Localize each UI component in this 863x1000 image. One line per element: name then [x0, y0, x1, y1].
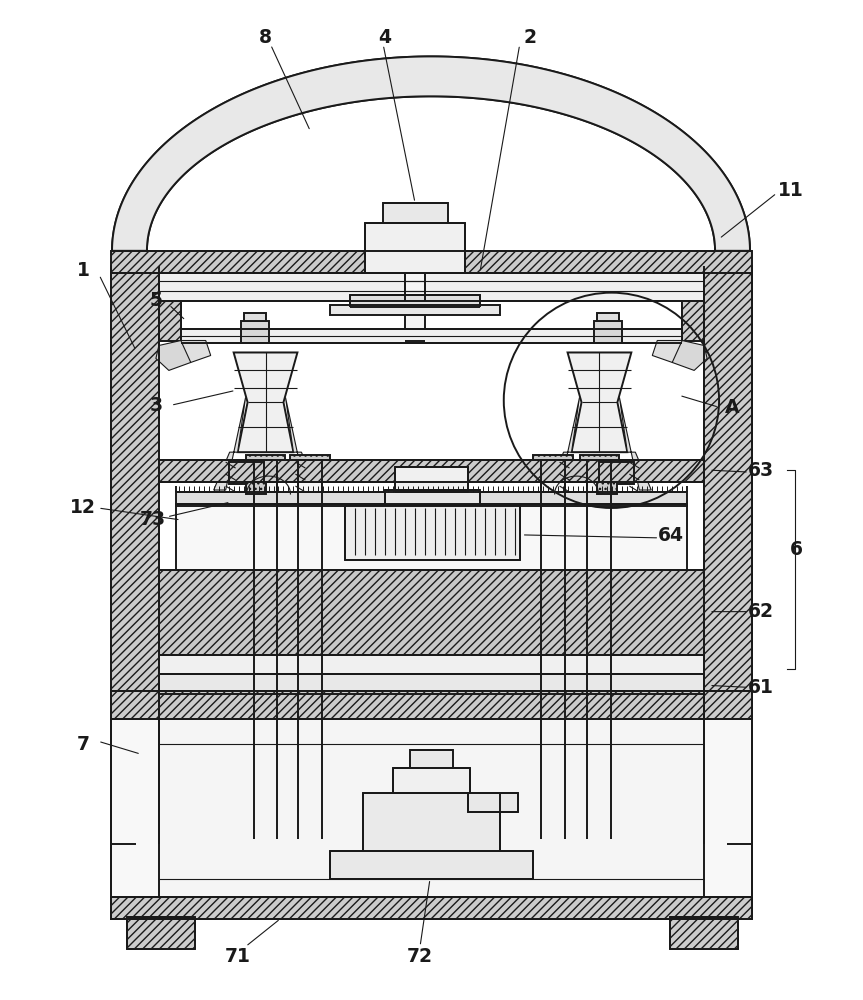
Bar — [383, 203, 448, 223]
Text: 5: 5 — [149, 291, 162, 310]
Bar — [246, 455, 286, 467]
Text: 61: 61 — [748, 678, 774, 697]
Bar — [394, 768, 469, 793]
Text: 63: 63 — [748, 461, 774, 480]
Bar — [405, 273, 425, 341]
Bar — [159, 460, 704, 482]
Text: 72: 72 — [407, 947, 433, 966]
Bar — [127, 917, 195, 949]
Text: 71: 71 — [224, 947, 250, 966]
Bar — [159, 273, 704, 301]
Bar — [159, 655, 704, 674]
Text: 3: 3 — [149, 396, 162, 415]
Polygon shape — [234, 352, 298, 452]
Bar — [159, 674, 704, 694]
Bar — [682, 273, 704, 341]
Bar — [597, 482, 617, 494]
Bar — [468, 793, 518, 812]
Bar — [159, 719, 704, 897]
Bar — [159, 570, 704, 655]
Text: 73: 73 — [140, 510, 166, 529]
Text: 62: 62 — [748, 602, 774, 621]
Bar — [331, 851, 532, 879]
Bar — [176, 504, 687, 570]
Text: 6: 6 — [791, 540, 803, 559]
Bar — [410, 750, 453, 768]
Bar — [395, 467, 468, 492]
Bar — [176, 492, 687, 506]
Bar — [671, 917, 738, 949]
Polygon shape — [176, 341, 211, 362]
Bar — [532, 455, 572, 467]
Bar — [365, 223, 465, 273]
Text: 12: 12 — [70, 498, 96, 517]
Polygon shape — [652, 341, 687, 362]
Bar — [583, 466, 615, 478]
Polygon shape — [156, 341, 191, 370]
Bar — [345, 505, 520, 560]
Bar — [246, 482, 266, 494]
Bar — [159, 273, 181, 341]
Bar — [682, 273, 704, 341]
Bar — [331, 305, 500, 315]
Text: A: A — [725, 398, 740, 417]
Bar — [111, 266, 159, 844]
Bar — [229, 462, 263, 484]
Text: 7: 7 — [77, 735, 90, 754]
Polygon shape — [548, 397, 580, 490]
Text: 8: 8 — [259, 28, 272, 47]
Bar — [243, 313, 266, 321]
Bar — [111, 691, 752, 919]
Text: 64: 64 — [658, 526, 684, 545]
Text: 1: 1 — [77, 261, 90, 280]
Bar — [159, 273, 181, 341]
Text: 2: 2 — [523, 28, 536, 47]
Bar — [291, 455, 331, 467]
Bar — [249, 466, 281, 478]
Bar — [299, 458, 323, 839]
Bar — [595, 321, 622, 343]
Bar — [600, 462, 634, 484]
Bar — [111, 251, 752, 273]
Bar — [597, 313, 620, 321]
Bar — [111, 897, 752, 919]
Bar — [385, 490, 480, 505]
Bar — [241, 321, 268, 343]
Polygon shape — [620, 397, 652, 490]
Polygon shape — [112, 56, 750, 251]
Bar — [580, 455, 620, 467]
Polygon shape — [672, 341, 707, 370]
Polygon shape — [214, 397, 246, 490]
Polygon shape — [568, 352, 632, 452]
Bar — [254, 458, 278, 839]
Bar — [537, 466, 569, 478]
Bar — [294, 466, 326, 478]
Bar — [181, 329, 682, 343]
Bar — [704, 266, 752, 844]
Text: 11: 11 — [778, 181, 803, 200]
Bar — [363, 793, 500, 851]
Bar — [540, 458, 564, 839]
Bar — [111, 691, 752, 719]
Polygon shape — [286, 397, 318, 490]
Text: 4: 4 — [379, 28, 392, 47]
Bar — [588, 458, 611, 839]
Bar — [350, 295, 480, 307]
